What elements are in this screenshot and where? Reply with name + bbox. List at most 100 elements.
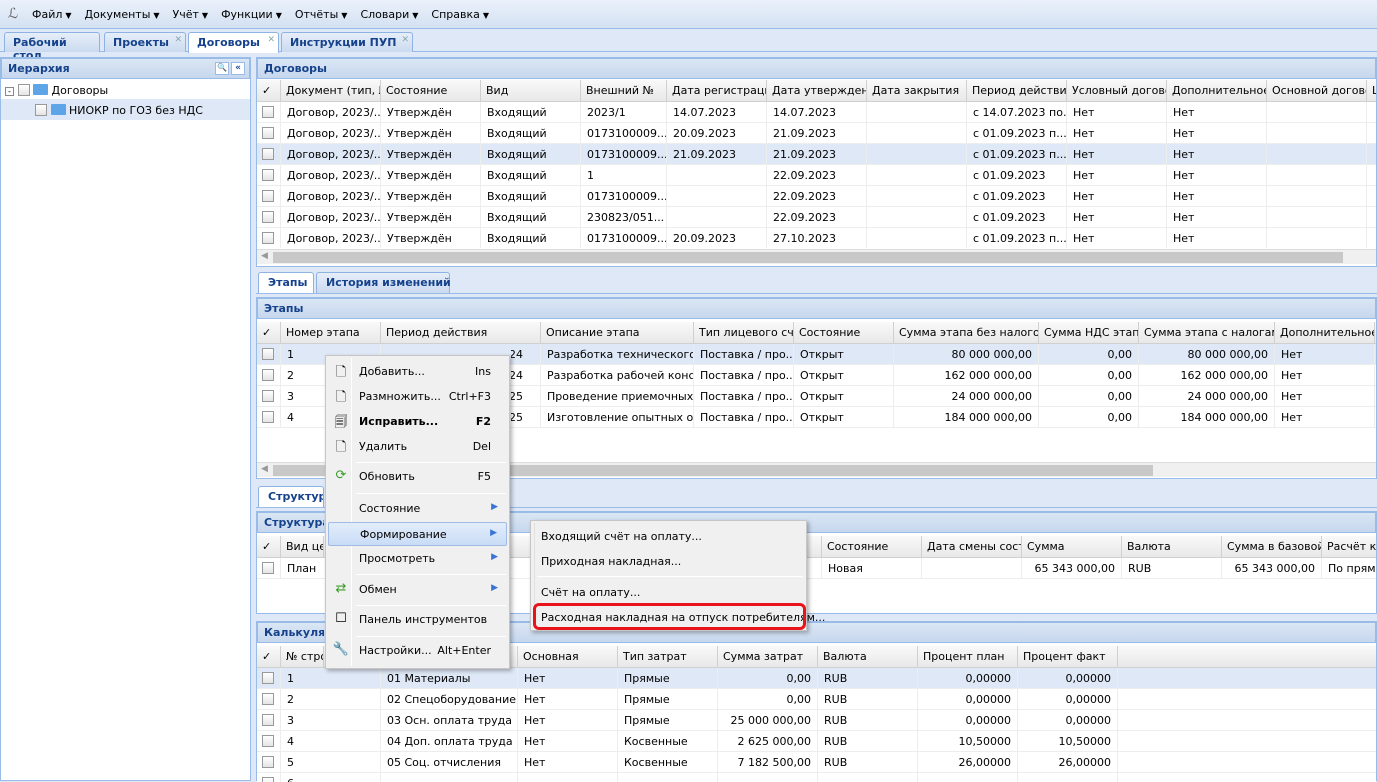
column-header[interactable]: Дата закрытия	[867, 80, 967, 102]
row-checkbox[interactable]	[262, 232, 274, 244]
tree-node-contracts[interactable]: - Договоры	[1, 79, 250, 99]
column-header[interactable]: Состояние	[381, 80, 481, 102]
row-checkbox-cell[interactable]	[257, 165, 281, 186]
row-checkbox-cell[interactable]	[257, 186, 281, 207]
select-all-header[interactable]: ✓	[257, 80, 281, 102]
table-row[interactable]: 4 04 Доп. оплата труда Нет Косвенные 2 625 0…	[257, 731, 1376, 752]
column-header[interactable]: Номер этапа	[281, 322, 381, 344]
table-row[interactable]: 3...25Проведение приемочных...Поставка /…	[257, 386, 1376, 407]
column-header[interactable]: L	[1367, 80, 1376, 102]
column-header[interactable]: Дата смены состо	[922, 536, 1022, 558]
row-checkbox[interactable]	[262, 411, 274, 423]
table-row[interactable]: 5 05 Соц. отчисления Нет Косвенные 7 182 500…	[257, 752, 1376, 773]
column-header[interactable]: Расчёт ко	[1322, 536, 1376, 558]
table-row[interactable]: 1 с 01.09.2023 по 31.05.2024 Разработка те…	[257, 344, 1376, 365]
row-checkbox[interactable]	[262, 562, 274, 574]
column-header[interactable]: Период действия...	[967, 80, 1067, 102]
row-checkbox-cell[interactable]	[257, 558, 281, 579]
table-row[interactable]: Договор, 2023/... Утверждён Входящий 2023/1…	[257, 102, 1376, 123]
find-icon[interactable]: 🔍	[215, 62, 229, 75]
column-header[interactable]: Тип лицевого счёт	[694, 322, 794, 344]
row-checkbox-cell[interactable]	[257, 773, 281, 782]
scroll-thumb[interactable]	[273, 252, 1343, 263]
row-checkbox[interactable]	[262, 106, 274, 118]
collapse-panel-icon[interactable]: «	[231, 62, 245, 75]
column-header[interactable]: Дополнительное с	[1275, 322, 1375, 344]
table-row[interactable]: 3 03 Осн. оплата труда Нет Прямые 25 000 000…	[257, 710, 1376, 731]
column-header[interactable]: Условный договор	[1067, 80, 1167, 102]
submenu-item-1[interactable]: Приходная накладная...	[541, 555, 682, 568]
menu-4[interactable]: Отчёты ▼	[295, 8, 348, 21]
context-menu-item-2[interactable]: 🗐 Исправить... F2	[328, 410, 507, 434]
column-header[interactable]: Дата утверждения	[767, 80, 867, 102]
row-checkbox[interactable]	[262, 756, 274, 768]
row-checkbox-cell[interactable]	[257, 365, 281, 386]
submenu-item-2[interactable]: Счёт на оплату...	[541, 586, 641, 599]
column-header[interactable]: Сумма этапа без налогов	[894, 322, 1039, 344]
table-row[interactable]: 6	[257, 773, 1376, 782]
row-checkbox[interactable]	[262, 777, 274, 782]
row-checkbox-cell[interactable]	[257, 344, 281, 365]
menu-2[interactable]: Учёт ▼	[173, 8, 209, 21]
row-checkbox-cell[interactable]	[257, 752, 281, 773]
column-header[interactable]	[381, 646, 518, 668]
column-header[interactable]: Валюта	[818, 646, 918, 668]
column-header[interactable]: Состояние	[794, 322, 894, 344]
table-row[interactable]: Договор, 2023/... Утверждён Входящий 017310…	[257, 123, 1376, 144]
context-menu-item-4[interactable]: ⟳ Обновить F5	[328, 465, 507, 489]
table-row[interactable]: 4...25Изготовление опытных о...Поставка …	[257, 407, 1376, 428]
row-checkbox[interactable]	[262, 735, 274, 747]
select-all-header[interactable]: ✓	[257, 536, 281, 558]
column-header[interactable]: Сумма затрат	[718, 646, 818, 668]
row-checkbox-cell[interactable]	[257, 689, 281, 710]
submenu-item-3[interactable]: Расходная накладная на отпуск потребител…	[541, 611, 826, 624]
row-checkbox[interactable]	[262, 369, 274, 381]
tab-1[interactable]: История изменений	[316, 272, 451, 293]
close-tab-icon[interactable]: ✕	[267, 35, 275, 45]
row-checkbox[interactable]	[262, 211, 274, 223]
tab-3[interactable]: Инструкции ПУП ✕	[281, 32, 413, 52]
column-header[interactable]: Описание этапа	[541, 322, 694, 344]
row-checkbox-cell[interactable]	[257, 207, 281, 228]
context-menu-item-6[interactable]: Формирование ▶	[328, 522, 507, 546]
tree-node-niokr[interactable]: НИОКР по ГОЗ без НДС	[1, 99, 250, 120]
row-checkbox[interactable]	[262, 714, 274, 726]
column-header[interactable]: Документ (тип, №	[281, 80, 381, 102]
scroll-left-icon[interactable]: ◀	[261, 251, 268, 261]
column-header[interactable]: Сумма	[1022, 536, 1122, 558]
context-menu-item-5[interactable]: Состояние ▶	[328, 497, 507, 521]
context-menu-item-9[interactable]: ☐ Панель инструментов	[328, 608, 507, 632]
tab-1[interactable]: Проекты ✕	[104, 32, 186, 52]
table-row[interactable]: Договор, 2023/... Утверждён Входящий 017310…	[257, 228, 1376, 248]
select-all-header[interactable]: ✓	[257, 322, 281, 344]
row-checkbox-cell[interactable]	[257, 144, 281, 165]
tree-checkbox[interactable]	[17, 84, 30, 96]
column-header[interactable]: Дополнительное с	[1167, 80, 1267, 102]
column-header[interactable]: Период действия	[381, 322, 541, 344]
column-header[interactable]: Вид цен	[281, 536, 324, 558]
column-header[interactable]: Внешний №	[581, 80, 667, 102]
column-header[interactable]	[681, 536, 822, 558]
submenu-item-0[interactable]: Входящий счёт на оплату...	[541, 530, 702, 543]
close-tab-icon[interactable]: ✕	[174, 35, 182, 45]
context-menu-item-8[interactable]: ⇄ Обмен ▶	[328, 578, 507, 602]
column-header[interactable]: Вид	[481, 80, 581, 102]
row-checkbox[interactable]	[262, 169, 274, 181]
column-header[interactable]: Сумма этапа с налогами	[1139, 322, 1275, 344]
table-row[interactable]: Договор, 2023/... Утверждён Входящий 230823…	[257, 207, 1376, 228]
row-checkbox[interactable]	[262, 390, 274, 402]
row-checkbox[interactable]	[262, 672, 274, 684]
context-menu-item-1[interactable]: 🗋 Размножить... Ctrl+F3	[328, 385, 507, 409]
row-checkbox-cell[interactable]	[257, 731, 281, 752]
scroll-thumb[interactable]	[273, 465, 1153, 476]
context-menu-item-10[interactable]: 🔧 Настройки... Alt+Enter	[328, 639, 507, 663]
select-all-header[interactable]: ✓	[257, 646, 281, 668]
row-checkbox[interactable]	[262, 148, 274, 160]
row-checkbox-cell[interactable]	[257, 407, 281, 428]
table-row[interactable]: Договор, 2023/... Утверждён Входящий 017310…	[257, 144, 1376, 165]
scroll-left-icon[interactable]: ◀	[261, 464, 268, 474]
row-checkbox-cell[interactable]	[257, 386, 281, 407]
row-checkbox-cell[interactable]	[257, 668, 281, 689]
column-header[interactable]: Основная	[518, 646, 618, 668]
